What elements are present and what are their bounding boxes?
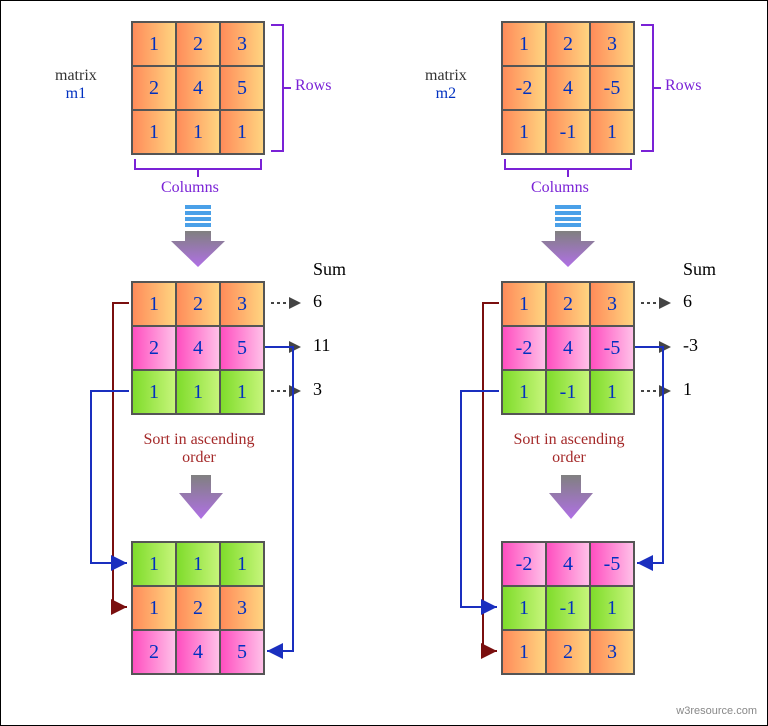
connectors-m2 (411, 21, 751, 721)
connectors-m1 (41, 21, 381, 721)
diagram-root: matrix m1 123245111 Rows Columns 1232451… (0, 0, 768, 726)
watermark: w3resource.com (676, 705, 757, 717)
